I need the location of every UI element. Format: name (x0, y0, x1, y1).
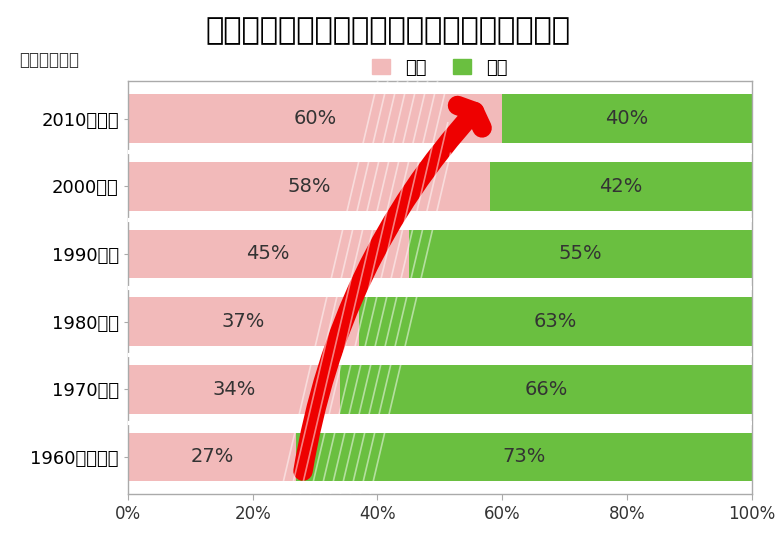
Text: 37%: 37% (222, 312, 265, 331)
Bar (340, 365, 752, 414)
Bar (128, 433, 296, 481)
Bar (128, 230, 408, 279)
Bar (502, 94, 752, 143)
Text: 60%: 60% (294, 109, 336, 128)
Text: 63%: 63% (533, 312, 577, 331)
Text: 42%: 42% (599, 177, 642, 196)
Bar (128, 162, 490, 211)
Legend: 賞貸, 所有: 賞貸, 所有 (367, 53, 513, 82)
Text: 34%: 34% (212, 380, 256, 399)
Bar (128, 297, 359, 346)
Text: 66%: 66% (524, 380, 567, 399)
Bar (296, 433, 752, 481)
Bar (128, 94, 502, 143)
Bar (408, 230, 752, 279)
Bar (490, 162, 752, 211)
Bar (128, 365, 340, 414)
Text: 40%: 40% (605, 109, 649, 128)
Text: （建設年次）: （建設年次） (19, 51, 79, 69)
Text: ＜建設年次別にみた事業所の敏地保有形態＞: ＜建設年次別にみた事業所の敏地保有形態＞ (205, 16, 570, 45)
Text: 55%: 55% (558, 244, 602, 263)
Text: 58%: 58% (287, 177, 331, 196)
Bar (359, 297, 752, 346)
Text: 73%: 73% (502, 447, 546, 466)
Text: 45%: 45% (246, 244, 290, 263)
Text: 27%: 27% (191, 447, 234, 466)
